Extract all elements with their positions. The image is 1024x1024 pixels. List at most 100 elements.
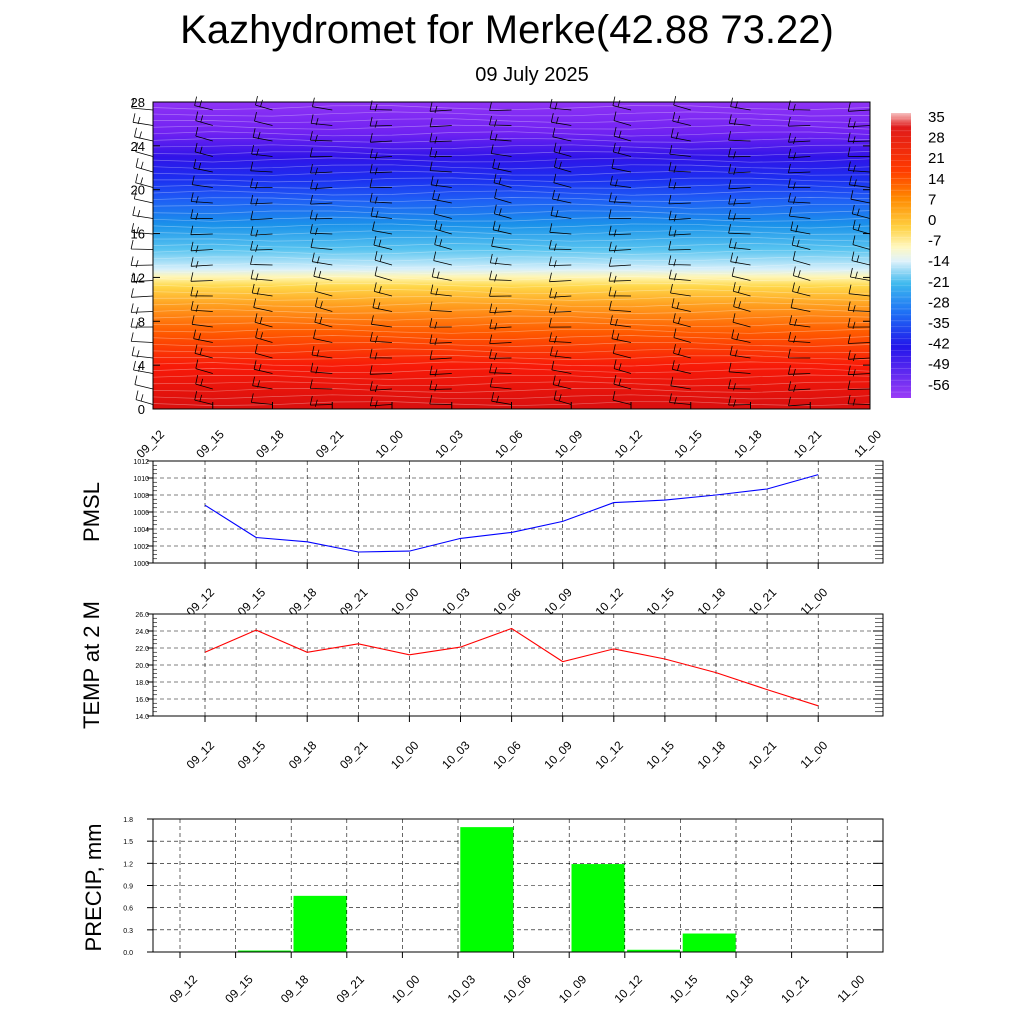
wind-barb — [732, 282, 751, 297]
wind-barb — [250, 241, 273, 252]
colorbar-label: -42 — [928, 336, 950, 353]
wind-barb — [311, 252, 333, 266]
wind-barb — [373, 282, 393, 297]
wind-barb — [787, 178, 811, 190]
wind-barb — [672, 112, 691, 126]
wind-barb — [429, 350, 452, 360]
wind-barb — [668, 161, 691, 173]
wind-barb — [434, 220, 452, 235]
wind-barb — [789, 207, 811, 219]
y-tick-label: 0.0 — [123, 950, 133, 957]
wind-barb — [309, 209, 333, 221]
x-tick-label: 09_15 — [222, 972, 256, 1006]
heatmap-contours — [152, 105, 871, 407]
wind-barb — [429, 161, 452, 173]
wind-barb — [489, 363, 512, 375]
precip-bar — [293, 895, 347, 952]
wind-barb — [552, 375, 572, 390]
x-tick-label: 10_21 — [746, 738, 780, 772]
wind-barb — [671, 360, 691, 374]
wind-barb — [253, 298, 273, 312]
wind-barb — [549, 98, 572, 111]
wind-barb — [369, 192, 393, 204]
wind-barb — [610, 175, 632, 188]
y-tick-label: 24 — [131, 139, 145, 154]
x-tick-label: 09_15 — [193, 427, 227, 461]
wind-barb — [130, 256, 154, 268]
contour-line — [152, 170, 871, 176]
wind-barb — [194, 344, 213, 359]
contour-line — [152, 348, 871, 354]
wind-barb — [549, 223, 572, 235]
x-tick-label: 09_15 — [235, 738, 269, 772]
precip-ylabel: PRECIP, mm — [81, 824, 106, 952]
colorbar-label: 0 — [928, 212, 936, 229]
colorbar-label: -7 — [928, 233, 941, 250]
wind-barb — [369, 148, 393, 160]
y-tick-label: 1006 — [133, 510, 149, 517]
wind-barb — [730, 252, 751, 266]
wind-barb — [369, 365, 393, 375]
x-tick-label: 09_12 — [184, 738, 218, 772]
colorbar-label: -56 — [928, 377, 950, 394]
y-tick-label: 16.0 — [135, 697, 149, 704]
x-tick-label: 11_00 — [797, 738, 830, 771]
wind-barb — [369, 348, 393, 360]
wind-barb — [369, 381, 393, 393]
wind-barb — [489, 319, 512, 331]
wind-barb — [369, 163, 393, 175]
wind-barb — [250, 161, 273, 173]
wind-barb — [850, 267, 871, 281]
contour-line — [152, 322, 871, 328]
colorbar-bands — [891, 118, 911, 393]
contour-line — [152, 118, 871, 124]
wind-barb — [315, 297, 333, 312]
x-tick-label: 10_18 — [695, 738, 729, 772]
wind-barb — [728, 179, 751, 190]
wind-barb — [131, 98, 154, 111]
wind-barb — [254, 344, 273, 359]
y-tick-label: 1000 — [133, 561, 149, 568]
x-tick-label: 10_06 — [500, 972, 534, 1006]
wind-barb — [729, 345, 751, 359]
pmsl-ylabel: PMSL — [79, 482, 104, 542]
wind-barb — [791, 236, 811, 250]
contour-line — [152, 256, 871, 262]
x-tick-label: 10_03 — [445, 972, 479, 1006]
contour-line — [152, 229, 871, 235]
y-tick-label: 1004 — [133, 527, 149, 534]
wind-barb — [553, 173, 572, 188]
precip-bar — [460, 827, 514, 952]
wind-barb — [787, 117, 811, 127]
wind-barb — [132, 113, 154, 126]
wind-barb — [728, 114, 751, 126]
wind-barb — [250, 255, 273, 266]
wind-barb — [732, 313, 751, 328]
wind-barb — [311, 345, 333, 359]
wind-barb — [612, 391, 632, 405]
colorbar-label: -14 — [928, 253, 950, 270]
contour-line — [152, 289, 871, 295]
wind-barb — [194, 96, 213, 111]
wind-barb — [433, 251, 452, 266]
temp-ylabel: TEMP at 2 M — [79, 601, 104, 729]
x-tick-label: 10_21 — [791, 427, 825, 461]
wind-barb — [608, 209, 632, 219]
contour-line — [152, 164, 871, 170]
wind-barb — [788, 365, 811, 377]
wind-barb — [429, 380, 452, 392]
wind-barb — [670, 376, 691, 390]
wind-barb — [847, 117, 871, 129]
wind-barb — [671, 298, 691, 312]
wind-barb — [548, 256, 572, 268]
contour-line — [152, 197, 871, 203]
wind-barb — [489, 334, 512, 344]
y-tick-label: 1.2 — [123, 861, 133, 868]
wind-barb — [494, 189, 512, 204]
wind-barb — [847, 102, 871, 112]
wind-barb — [255, 96, 273, 111]
y-tick-label: 20.0 — [135, 663, 149, 670]
wind-barb — [133, 189, 154, 204]
wind-barb — [728, 164, 751, 175]
